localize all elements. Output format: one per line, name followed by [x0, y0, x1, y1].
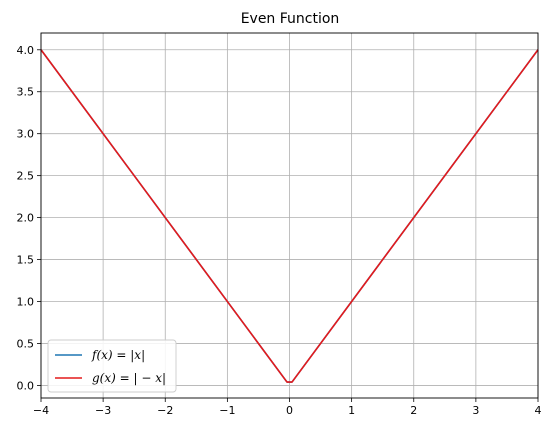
y-tick-label: 1.5 [17, 254, 35, 267]
chart-title: Even Function [241, 11, 340, 27]
y-tick-label: 2.5 [17, 170, 35, 183]
y-tick-label: 3.5 [17, 86, 35, 99]
legend-label-f: f(x) = |x| [91, 348, 145, 362]
legend-label-g: g(x) = | − x| [92, 371, 166, 385]
series-line-1 [40, 49, 539, 383]
y-tick-label: 4.0 [17, 44, 35, 57]
y-tick-label: 0.0 [17, 379, 35, 392]
x-tick-label: −1 [219, 404, 235, 417]
legend-box [47, 339, 177, 393]
x-tick-label: −2 [157, 404, 173, 417]
y-tick-label: 3.0 [17, 128, 35, 141]
y-tick-label: 0.5 [17, 337, 35, 350]
x-tick-label: 4 [535, 404, 542, 417]
y-tick-label: 1.0 [17, 296, 35, 309]
legend: f(x) = |x| g(x) = | − x| [47, 339, 177, 393]
y-tick-label: 2.0 [17, 212, 35, 225]
x-tick-label: 0 [286, 404, 293, 417]
x-tick-label: −3 [95, 404, 111, 417]
axis-ticks: −4 −3 −2 −1 0 1 2 3 4 0.0 0.5 1.0 1.5 2.0 2.5 3.0 3.5 4.0 [17, 44, 542, 417]
x-tick-label: 3 [472, 404, 479, 417]
x-tick-label: 1 [348, 404, 355, 417]
x-tick-label: 2 [410, 404, 417, 417]
series-lines [40, 49, 539, 383]
x-tick-label: −4 [33, 404, 49, 417]
